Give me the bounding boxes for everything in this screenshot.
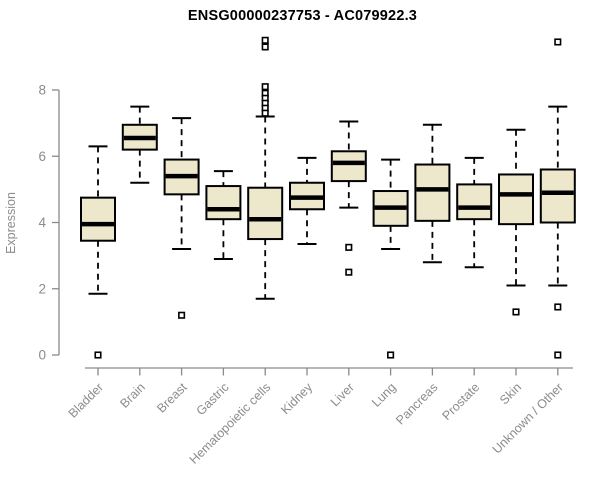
y-axis-title: Expression [4, 192, 18, 254]
category-label: Prostate [439, 380, 482, 423]
chart-title: ENSG00000237753 - AC079922.3 [187, 8, 418, 24]
category-label: Liver [328, 380, 357, 409]
category-label: Bladder [66, 380, 106, 420]
category-label: Gastric [194, 380, 232, 418]
outlier-point [345, 268, 353, 276]
iqr-box [205, 185, 242, 221]
category-label: Pancreas [393, 380, 440, 427]
iqr-box [539, 168, 576, 224]
outlier-point [554, 303, 562, 311]
y-tick-label: 2 [38, 281, 46, 296]
iqr-box [498, 173, 534, 226]
outlier-point [94, 351, 102, 359]
y-tick-label: 4 [38, 215, 46, 230]
category-label: Hematopoietic cells [187, 380, 274, 467]
category-label: Lung [369, 380, 399, 410]
iqr-box [80, 196, 116, 242]
outlier-point [554, 38, 562, 46]
outlier-point [512, 308, 520, 316]
iqr-box [456, 183, 493, 221]
outlier-point [178, 311, 186, 319]
y-tick-label: 8 [38, 83, 46, 98]
outlier-point [554, 351, 562, 359]
outlier-point [261, 109, 269, 117]
y-tick-label: 0 [38, 348, 46, 363]
iqr-box [330, 150, 367, 183]
iqr-box [414, 163, 451, 222]
category-label: Brain [117, 380, 148, 411]
outlier-point [345, 243, 353, 251]
category-label: Skin [497, 380, 524, 407]
outlier-point [261, 43, 269, 51]
iqr-box [247, 186, 284, 241]
outlier-point [261, 36, 269, 44]
outlier-point [387, 351, 395, 359]
category-label: Kidney [278, 380, 315, 417]
category-label: Unknown / Other [490, 380, 566, 456]
category-label: Breast [154, 380, 190, 416]
outlier-point [261, 83, 269, 91]
y-tick-label: 6 [38, 149, 46, 164]
